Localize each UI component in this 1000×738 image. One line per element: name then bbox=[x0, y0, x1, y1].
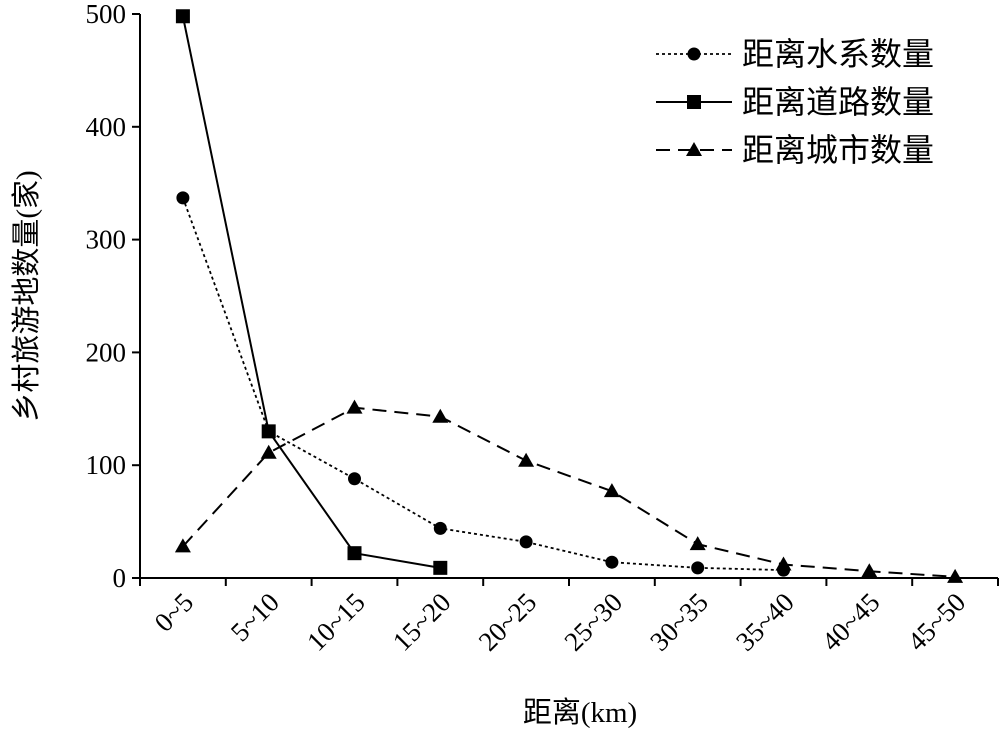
y-ticks: 0 100 200 300 400 500 bbox=[86, 0, 140, 593]
legend-swatch-marker bbox=[686, 142, 702, 156]
data-point-triangle bbox=[775, 556, 792, 571]
legend-swatch-marker bbox=[687, 95, 701, 109]
data-point-square bbox=[347, 546, 362, 561]
y-tick-label: 100 bbox=[86, 450, 127, 480]
y-tick-label: 300 bbox=[86, 225, 127, 255]
x-tick-label: 10~15 bbox=[301, 587, 371, 657]
x-tick-label: 45~50 bbox=[902, 587, 972, 657]
data-point-triangle bbox=[689, 536, 706, 551]
data-point-circle bbox=[176, 191, 190, 205]
data-point-circle bbox=[519, 535, 533, 549]
data-point-circle bbox=[348, 472, 361, 486]
legend-label: 距离道路数量 bbox=[742, 84, 934, 120]
series-circle bbox=[176, 191, 790, 577]
y-axis-title: 乡村旅游地数量(家) bbox=[10, 170, 43, 421]
data-point-triangle bbox=[603, 483, 620, 498]
legend-label: 距离城市数量 bbox=[742, 132, 934, 168]
y-tick-label: 400 bbox=[86, 112, 127, 142]
data-point-square bbox=[261, 424, 276, 439]
data-point-circle bbox=[433, 521, 447, 535]
series-triangle bbox=[174, 399, 964, 583]
data-point-circle bbox=[691, 561, 705, 575]
x-tick-label: 5~10 bbox=[225, 587, 285, 647]
y-tick-label: 200 bbox=[86, 337, 127, 367]
data-point-triangle bbox=[518, 452, 535, 467]
series-line bbox=[181, 16, 441, 569]
data-point-triangle bbox=[861, 563, 878, 578]
legend-swatch-marker bbox=[687, 47, 701, 61]
x-tick-label: 15~20 bbox=[387, 587, 457, 657]
series-line bbox=[182, 197, 784, 572]
legend-label: 距离水系数量 bbox=[742, 36, 934, 72]
x-tick-label: 0~5 bbox=[149, 587, 200, 638]
series-layer bbox=[174, 9, 964, 583]
x-tick-label: 20~25 bbox=[473, 587, 543, 657]
x-axis-title: 距离(km) bbox=[523, 696, 637, 729]
data-point-square bbox=[433, 560, 448, 575]
data-point-triangle bbox=[346, 399, 363, 414]
x-tick-label: 25~30 bbox=[558, 587, 628, 657]
x-ticks: 0~5 5~10 10~15 15~20 20~25 25~30 30~35 35~40 40~… bbox=[139, 578, 999, 657]
data-point-triangle bbox=[174, 538, 191, 553]
data-point-square bbox=[175, 9, 190, 24]
y-tick-label: 500 bbox=[86, 0, 127, 29]
series-line bbox=[182, 406, 956, 578]
data-point-triangle bbox=[432, 408, 449, 423]
x-tick-label: 30~35 bbox=[644, 587, 714, 657]
x-tick-label: 40~45 bbox=[816, 587, 886, 657]
y-tick-label: 0 bbox=[113, 563, 127, 593]
series-square bbox=[175, 9, 448, 575]
data-point-triangle bbox=[947, 568, 964, 583]
data-point-circle bbox=[605, 555, 619, 569]
x-tick-label: 35~40 bbox=[730, 587, 800, 657]
data-point-triangle bbox=[260, 444, 277, 459]
